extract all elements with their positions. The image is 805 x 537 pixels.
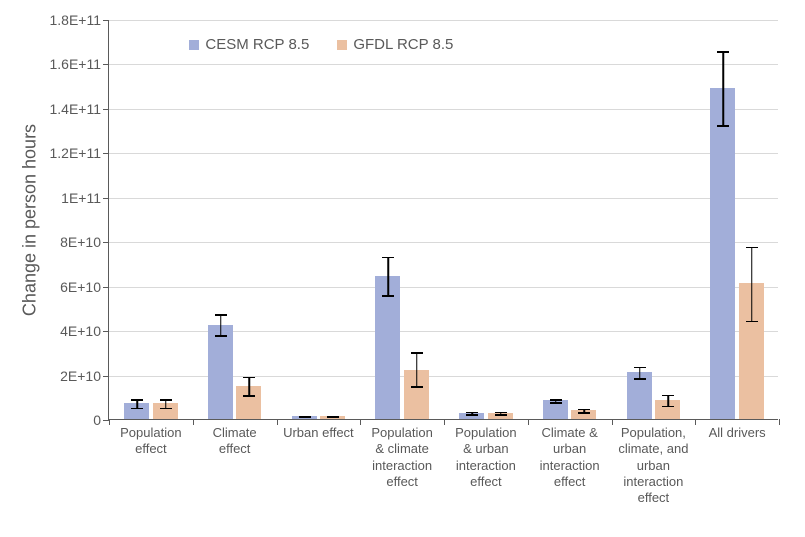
ytick-label: 2E+10 — [60, 368, 109, 384]
xtick-mark — [779, 419, 780, 425]
category-group: Population& urbaninteractioneffect — [444, 20, 528, 419]
cesm-errorbar — [220, 314, 221, 336]
gfdl-errorbar — [668, 395, 669, 408]
cesm-errorbar — [555, 399, 556, 404]
ytick-label: 1.4E+11 — [49, 101, 109, 117]
ytick-label: 1.6E+11 — [49, 56, 109, 72]
cesm-bar — [710, 88, 735, 419]
cesm-errorbar — [304, 416, 305, 418]
category-group: Populationeffect — [109, 20, 193, 419]
gfdl-errorbar — [165, 399, 166, 409]
gfdl-errorbar — [249, 377, 250, 397]
cesm-errorbar — [639, 367, 640, 380]
category-group: Population,climate, andurbaninteractione… — [612, 20, 696, 419]
cesm-errorbar — [137, 399, 138, 409]
gfdl-errorbar — [333, 416, 334, 418]
ytick-label: 1.2E+11 — [49, 145, 109, 161]
category-label: Population,climate, andurbaninteractione… — [612, 419, 696, 506]
ytick-label: 8E+10 — [60, 234, 109, 250]
category-label: Climate &urbaninteractioneffect — [528, 419, 612, 490]
category-group: All drivers — [695, 20, 779, 419]
cesm-errorbar — [472, 412, 473, 416]
category-label: All drivers — [695, 419, 779, 441]
cesm-errorbar — [388, 257, 389, 297]
category-label: Climateeffect — [193, 419, 277, 458]
gfdl-errorbar — [751, 247, 752, 323]
category-group: Population& climateinteractioneffect — [360, 20, 444, 419]
category-label: Urban effect — [277, 419, 361, 441]
cesm-bar — [208, 325, 233, 419]
category-group: Climate &urbaninteractioneffect — [528, 20, 612, 419]
chart-container: Change in person hours CESM RCP 8.5GFDL … — [0, 0, 805, 537]
ytick-label: 4E+10 — [60, 323, 109, 339]
ytick-label: 6E+10 — [60, 279, 109, 295]
ytick-label: 1E+11 — [61, 190, 109, 206]
y-axis-title: Change in person hours — [20, 124, 41, 316]
ytick-label: 0 — [93, 412, 109, 428]
category-group: Climateeffect — [193, 20, 277, 419]
ytick-label: 1.8E+11 — [49, 12, 109, 28]
gfdl-errorbar — [416, 352, 417, 388]
category-group: Urban effect — [277, 20, 361, 419]
plot-area: CESM RCP 8.5GFDL RCP 8.5 02E+104E+106E+1… — [108, 20, 778, 420]
gfdl-errorbar — [500, 412, 501, 416]
category-label: Populationeffect — [109, 419, 193, 458]
category-label: Population& urbaninteractioneffect — [444, 419, 528, 490]
cesm-bar — [375, 276, 400, 419]
xtick-mark — [109, 419, 110, 425]
category-label: Population& climateinteractioneffect — [360, 419, 444, 490]
cesm-errorbar — [723, 51, 724, 127]
gfdl-errorbar — [584, 409, 585, 414]
